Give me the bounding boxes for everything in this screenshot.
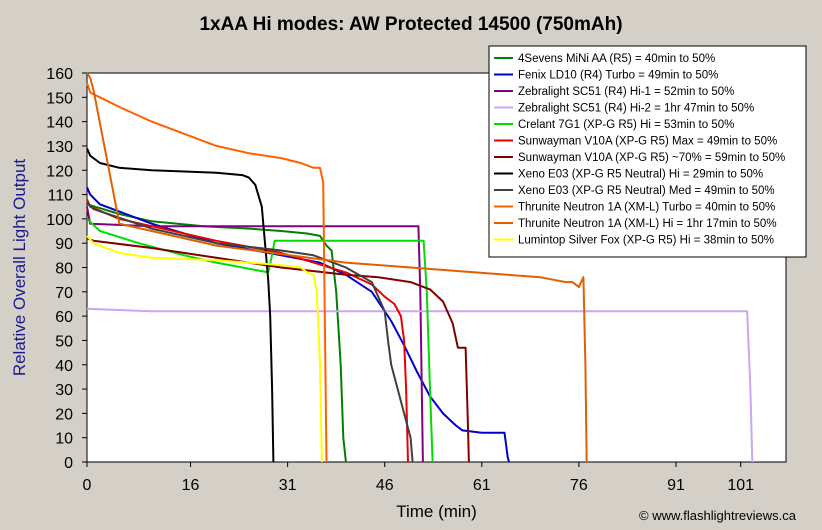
x-tick-label: 16 (182, 477, 200, 494)
y-tick-label: 150 (46, 90, 73, 107)
y-tick-label: 10 (55, 431, 73, 448)
legend-entry: Fenix LD10 (R4) Turbo = 49min to 50% (518, 70, 718, 82)
legend-entry: Sunwayman V10A (XP-G R5) ~70% = 59min to… (518, 152, 785, 164)
x-axis-label: Time (min) (396, 502, 477, 521)
legend-entry: Zebralight SC51 (R4) Hi-2 = 1hr 47min to… (518, 103, 754, 115)
series-line-1 (86, 203, 347, 463)
x-tick-label: 101 (727, 477, 754, 494)
x-tick-label: 61 (473, 477, 491, 494)
legend-entry: Sunwayman V10A (XP-G R5) Max = 49min to … (518, 136, 777, 148)
series-line-4 (86, 307, 754, 463)
legend-box (488, 45, 807, 258)
y-tick-label: 110 (47, 188, 73, 205)
legend-entry: Thrunite Neutron 1A (XM-L) Turbo = 40min… (518, 202, 775, 214)
series-line-9 (86, 201, 414, 463)
y-tick-label: 80 (55, 261, 73, 278)
y-tick-label: 130 (46, 139, 73, 156)
legend-entry: Zebralight SC51 (R4) Hi-1 = 52min to 50% (518, 86, 734, 98)
series-line-11 (86, 72, 588, 463)
series-line-2 (86, 186, 510, 463)
x-tick-label: 91 (667, 477, 685, 494)
series-line-10 (86, 82, 328, 463)
y-tick-label: 50 (55, 333, 73, 350)
y-tick-label: 140 (46, 115, 73, 132)
y-tick-label: 90 (55, 236, 73, 253)
x-tick-label: 0 (83, 477, 92, 494)
legend-entry: 4Sevens MiNi AA (R5) = 40min to 50% (518, 53, 715, 65)
legend-entry: Xeno E03 (XP-G R5 Neutral) Med = 49min t… (518, 185, 775, 197)
legend-entry: Crelant 7G1 (XP-G R5) Hi = 53min to 50% (518, 119, 734, 131)
y-tick-label: 70 (55, 285, 73, 302)
y-tick-label: 120 (46, 163, 73, 180)
credit-text: © www.flashlightreviews.ca (639, 508, 796, 523)
x-tick-label: 31 (279, 477, 297, 494)
legend-entry: Thrunite Neutron 1A (XM-L) Hi = 1hr 17mi… (518, 218, 777, 230)
x-tick-label: 76 (570, 477, 588, 494)
y-tick-label: 30 (55, 382, 73, 399)
y-axis-label: Relative Overall Light Output (10, 159, 29, 377)
y-tick-label: 40 (55, 358, 73, 375)
series-line-5 (86, 218, 434, 463)
y-tick-label: 20 (55, 406, 73, 423)
series-line-12 (86, 235, 323, 463)
series-line-3 (86, 206, 424, 463)
y-tick-label: 60 (55, 309, 73, 326)
chart-title: 1xAA Hi modes: AW Protected 14500 (750mA… (199, 14, 623, 35)
y-tick-label: 160 (46, 66, 73, 83)
y-tick-label: 100 (46, 212, 73, 229)
y-tick-label: 0 (64, 455, 73, 472)
legend-entry: Xeno E03 (XP-G R5 Neutral) Hi = 29min to… (518, 169, 763, 181)
legend-entry: Lumintop Silver Fox (XP-G R5) Hi = 38min… (518, 235, 774, 247)
series-line-7 (86, 237, 470, 463)
series-line-8 (86, 147, 275, 463)
x-tick-label: 46 (376, 477, 394, 494)
